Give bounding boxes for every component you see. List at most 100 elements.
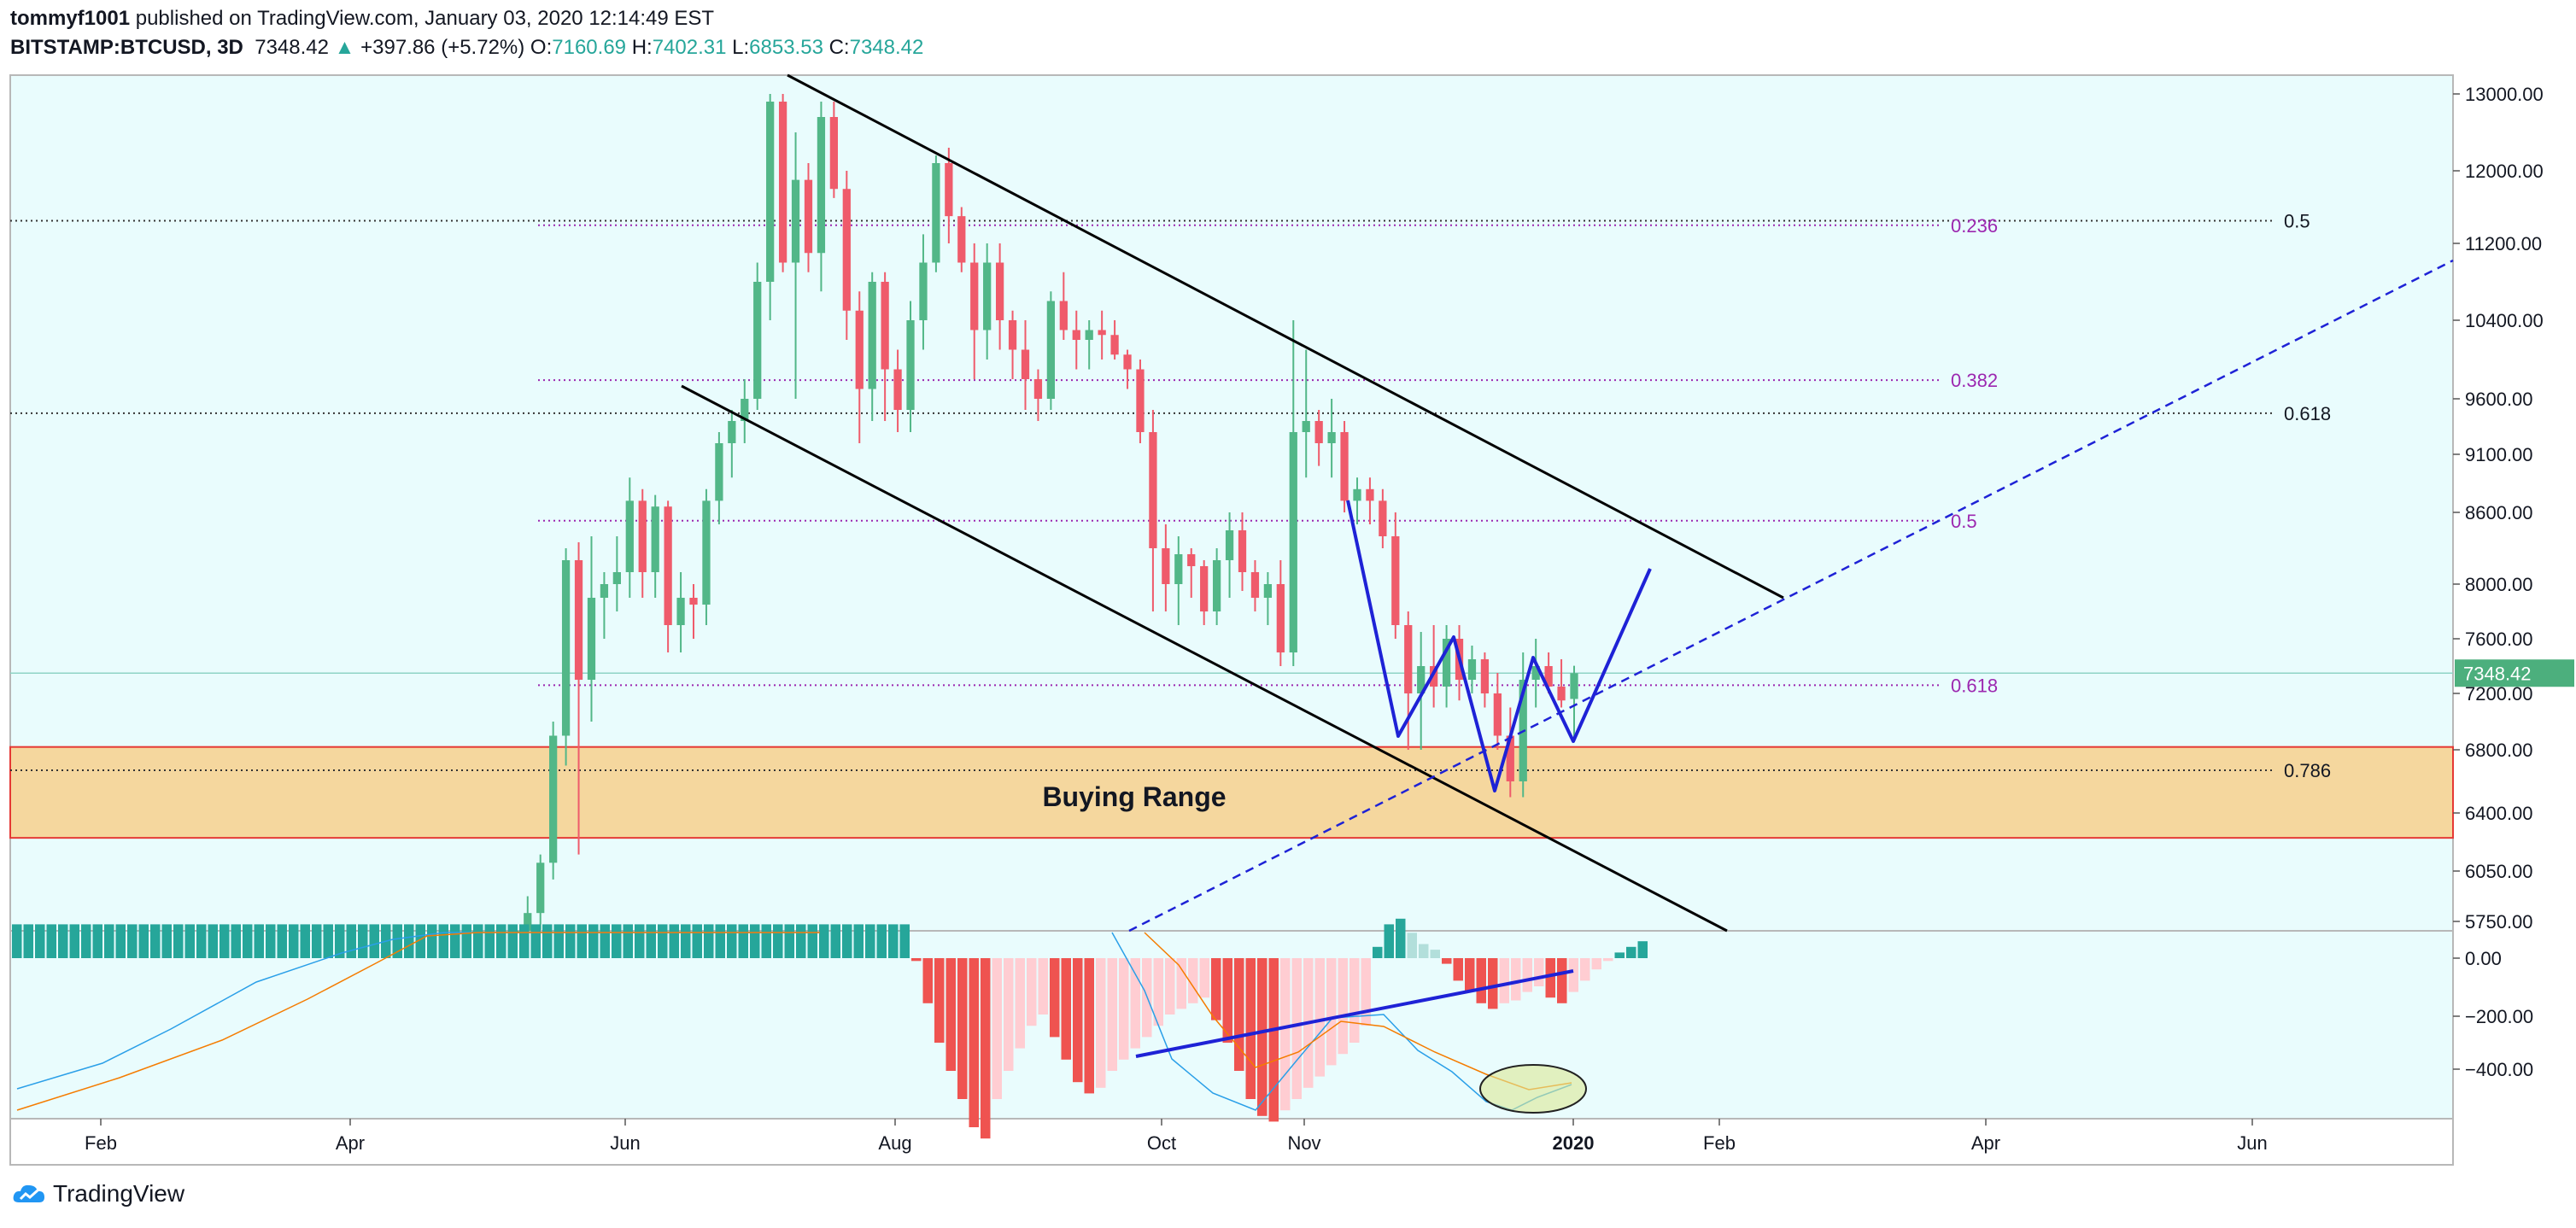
candle [1072,310,1080,370]
candle-body [957,216,966,263]
candle-body [574,560,583,680]
macd-histogram-bar [704,924,714,958]
macd-histogram-bar [1326,958,1337,1066]
candle [676,572,685,652]
macd-histogram-bar [658,924,668,958]
macd-histogram-bar [1004,958,1014,1071]
macd-histogram-bar [992,958,1002,1099]
macd-histogram-bar [669,924,679,958]
macd-histogram-bar [819,924,829,958]
macd-histogram-bar [1373,946,1383,958]
macd-histogram-bar [542,924,553,958]
candle-body [881,282,889,370]
price-tick-label: 9100.00 [2465,444,2533,465]
candle [1200,560,1209,625]
candle [791,132,800,399]
current-price-tag: 7348.42 [2455,659,2574,687]
candle-body [778,102,787,263]
candle-body [1404,625,1413,693]
publisher-name[interactable]: tommyf1001 [10,7,131,30]
macd-histogram-bar [1442,958,1452,964]
time-axis[interactable] [9,1118,2454,1166]
candle [1059,272,1068,340]
macd-histogram-bar [1038,958,1048,1015]
macd-divergence-line [1135,969,1574,1058]
candle-body [1225,530,1234,560]
macd-histogram-bar [507,924,518,958]
candle [1123,349,1132,389]
projected-path [1346,500,1652,792]
macd-histogram-bar [588,924,599,958]
macd-histogram-bar [761,924,771,958]
symbol-label[interactable]: BITSTAMP:BTCUSD, 3D [10,36,243,59]
last-price: 7348.42 [255,36,329,59]
macd-histogram-bar [58,924,68,958]
candle-body [1072,330,1080,340]
macd-histogram-bar [1314,958,1325,1077]
macd-histogram-bar [392,924,402,958]
candle [1391,512,1400,639]
tradingview-brand[interactable]: TradingView [12,1180,184,1208]
macd-histogram-bar [1591,958,1601,970]
candle-body [1570,673,1578,699]
candle [1263,572,1273,625]
macd-histogram-bar [922,958,933,1003]
candle-body [1046,301,1056,399]
candle-body [829,117,839,190]
candle [1008,310,1017,379]
macd-histogram-bar [1280,958,1291,1111]
macd-histogram-bar [496,924,506,958]
candle [970,243,979,379]
macd-histogram-bar [300,924,310,958]
candle-body [561,560,571,736]
ohlc-legend: BITSTAMP:BTCUSD, 3D 7348.42 ▲ +397.86 (+… [10,36,923,60]
candle-body [919,262,928,320]
macd-histogram-bar [23,924,33,958]
close-label: C: [828,36,850,59]
macd-histogram-bar [1568,958,1578,992]
fib-long-label: 0.618 [2284,403,2331,424]
candle [1110,320,1119,360]
buying-range-label: Buying Range [1042,781,1226,812]
candle-body [1263,584,1273,598]
candle-body [893,369,902,410]
buying-range-zone [9,746,2454,839]
publish-text: published on TradingView.com, January 03… [135,7,715,30]
price-tick-label: 13000.00 [2465,84,2544,105]
macd-histogram-bar [473,924,483,958]
macd-histogram-bar [346,924,356,958]
candle [587,536,596,722]
candle [715,432,723,524]
macd-histogram-bar [692,924,702,958]
fib-short-label: 0.618 [1951,675,1998,696]
macd-histogram-bar [1499,958,1509,1003]
macd-histogram-bar [1419,944,1429,958]
candle-body [612,572,621,584]
macd-histogram-bar [1199,958,1209,998]
macd-histogram-bar [899,924,910,958]
candle [1570,665,1578,743]
candle [600,572,609,639]
candle-body [625,500,634,572]
price-axis[interactable] [2453,75,2576,1165]
macd-histogram-bar [184,924,195,958]
candle [1442,625,1451,708]
macd-histogram-bar [623,924,633,958]
candle-body [1238,530,1247,572]
macd-histogram-bar [1211,958,1221,1020]
macd-histogram-bar [289,924,299,958]
macd-histogram-bar [243,924,253,958]
price-tick-label: 10400.00 [2465,310,2544,331]
fib-long-label: 0.5 [2284,210,2310,231]
macd-histogram-bar [266,924,276,958]
macd-histogram-bar [957,958,968,1099]
candle [1353,477,1361,524]
fib-long-label: 0.786 [2284,760,2331,781]
candle-body [728,421,736,443]
candle-body [1136,369,1145,432]
macd-histogram-bar [853,924,864,958]
candle-body [1174,554,1183,584]
candle-body [1123,354,1132,370]
candle [855,291,864,443]
